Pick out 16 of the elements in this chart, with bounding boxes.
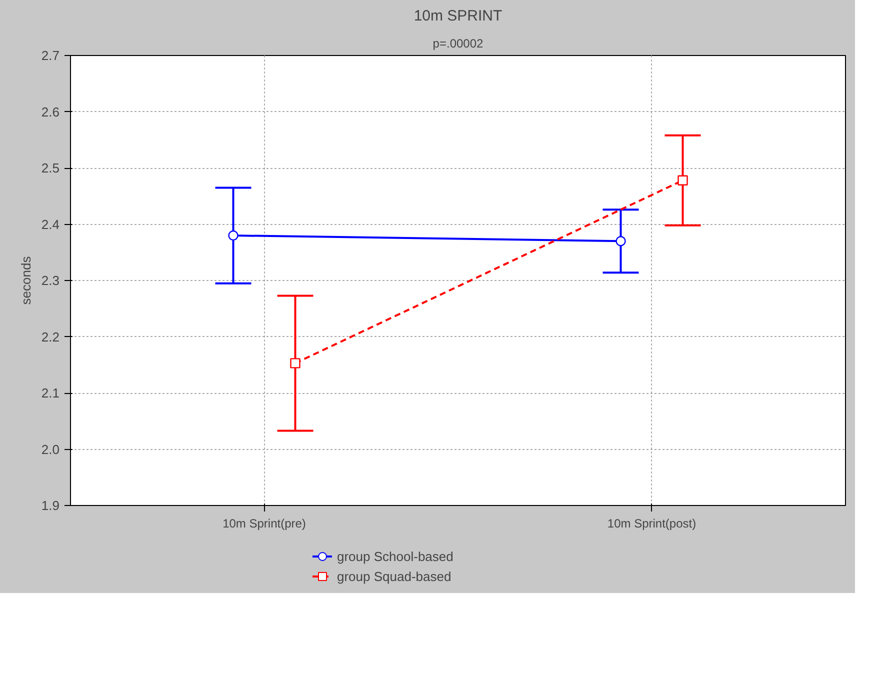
x-tick-label: 10m Sprint(pre) <box>222 516 306 530</box>
y-axis-title: seconds <box>18 256 34 305</box>
y-tick-label: 2.5 <box>41 160 60 176</box>
chart-subtitle: p=.00002 <box>432 36 484 50</box>
y-tick-label: 2.1 <box>41 386 60 400</box>
y-tick-label: 2.3 <box>41 273 60 288</box>
legend-label: group School-based <box>337 548 454 564</box>
y-tick-label: 2.0 <box>41 442 60 457</box>
chart-title: 10m SPRINT <box>414 8 502 24</box>
y-tick-label: 2.7 <box>41 48 60 63</box>
x-tick-label: 10m Sprint(post) <box>607 516 696 530</box>
legend-label: group Squad-based <box>337 568 452 584</box>
y-tick-label: 2.2 <box>41 329 60 344</box>
y-tick-label: 1.9 <box>41 498 60 513</box>
y-tick-label: 2.6 <box>41 104 60 120</box>
y-tick-label: 2.4 <box>41 216 60 232</box>
